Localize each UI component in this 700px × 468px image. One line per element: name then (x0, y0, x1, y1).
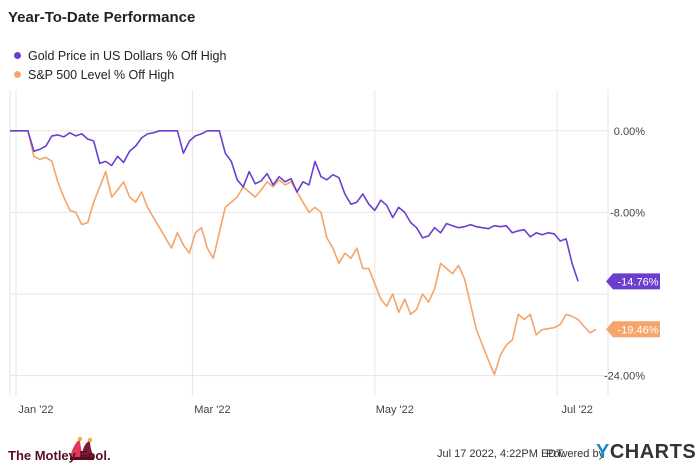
ycharts-logo-y: Y (596, 441, 610, 463)
legend-label-sp500: S&P 500 Level % Off High (28, 67, 175, 82)
timestamp: Jul 17 2022, 4:22PM EDT. (437, 448, 565, 460)
ycharts-logo-rest: CHARTS (609, 441, 697, 463)
legend-dot-sp500 (14, 71, 21, 78)
end-label-tag-gold (606, 273, 660, 290)
x-axis-ticks: Jan '22 Mar '22 May '22 Jul '22 (18, 404, 592, 416)
legend-dot-gold (14, 52, 21, 59)
end-label-text-gold: -14.76% (618, 276, 659, 288)
end-label-tag-sp500 (606, 321, 660, 338)
legend-item-sp500: S&P 500 Level % Off High (14, 65, 226, 84)
x-tick-label: Jul '22 (561, 404, 592, 416)
series-lines (10, 130, 597, 376)
y-axis-ticks: 0.00% -8.00% -24.00% (604, 126, 645, 383)
x-tick-label: Jan '22 (18, 404, 53, 416)
y-tick-label: 0.00% (614, 126, 645, 138)
series-line-gold (10, 130, 579, 282)
jester-hat-icon (70, 436, 94, 460)
legend-item-gold: Gold Price in US Dollars % Off High (14, 46, 226, 65)
x-tick-label: May '22 (376, 404, 414, 416)
legend: Gold Price in US Dollars % Off High S&P … (14, 46, 226, 84)
end-label-text-sp500: -19.46% (618, 324, 659, 336)
chart-title: Year-To-Date Performance (8, 9, 196, 26)
motley-fool-logo: The Motley Fool. (8, 448, 111, 463)
x-tick-label: Mar '22 (194, 404, 230, 416)
ycharts-logo: YCHARTS (596, 441, 696, 464)
y-tick-label: -24.00% (604, 371, 645, 383)
legend-label-gold: Gold Price in US Dollars % Off High (28, 48, 227, 63)
powered-by-label: Powered by (546, 448, 605, 460)
grid-lines (9, 90, 609, 396)
end-labels: -14.76% -19.46% (606, 273, 660, 338)
y-tick-label: -8.00% (610, 207, 645, 219)
series-line-sp500 (10, 130, 597, 376)
